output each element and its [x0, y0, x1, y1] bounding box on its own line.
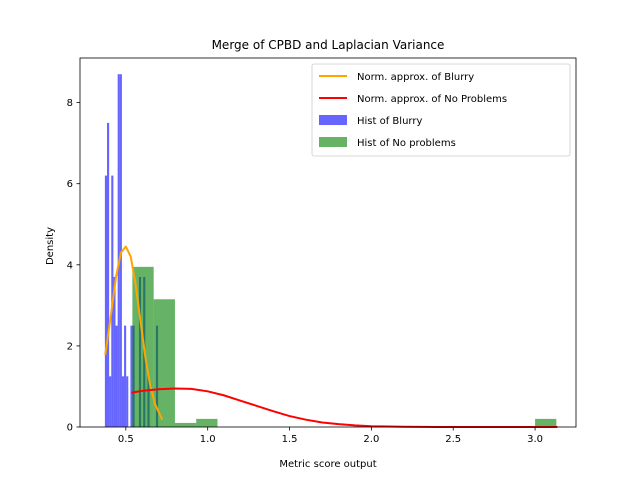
chart-title: Merge of CPBD and Laplacian Variance — [212, 38, 445, 52]
y-tick-label-1: 2 — [67, 341, 73, 352]
x-axis: 0.5 1.0 1.5 2.0 2.5 3.0 — [118, 427, 543, 445]
hist-bar-2-6 — [117, 74, 120, 427]
x-tick-label-1: 1.0 — [200, 434, 216, 445]
x-tick-label-2: 1.5 — [282, 434, 298, 445]
hist-bar-2-1 — [107, 122, 110, 427]
legend-swatch-3 — [319, 137, 347, 147]
legend: Norm. approx. of Blurry Norm. approx. of … — [311, 63, 571, 157]
x-tick-label-3: 2.0 — [363, 434, 379, 445]
hist-bar-3-1 — [153, 299, 175, 427]
legend-label-0: Norm. approx. of Blurry — [357, 72, 474, 83]
hist-bar-2-2 — [109, 376, 112, 427]
hist-bar-3-2 — [174, 422, 197, 427]
hist-bar-3-4 — [535, 418, 557, 427]
hist-bar-3-3 — [196, 418, 218, 427]
y-axis: 0 2 4 6 8 — [67, 98, 80, 434]
legend-swatch-2 — [319, 115, 347, 125]
plot-frame — [79, 57, 577, 428]
legend-label-1: Norm. approx. of No Problems — [357, 94, 507, 105]
hist-bar-2-9 — [124, 325, 127, 427]
hist-bar-2-5 — [115, 325, 118, 427]
plot-area — [104, 74, 558, 428]
hist-bar-2-0 — [104, 175, 108, 427]
x-axis-label: Metric score output — [279, 459, 376, 470]
x-tick-label-0: 0.5 — [118, 434, 134, 445]
legend-label-3: Hist of No problems — [357, 138, 456, 149]
legend-box — [311, 63, 571, 157]
hist-bar-2-4 — [113, 276, 116, 427]
y-tick-label-2: 4 — [67, 260, 73, 271]
y-tick-label-0: 0 — [67, 423, 73, 434]
x-tick-label-5: 3.0 — [527, 434, 543, 445]
hist-bar-2-10 — [126, 376, 129, 427]
x-tick-label-4: 2.5 — [445, 434, 461, 445]
y-axis-label: Density — [45, 227, 56, 265]
y-tick-label-3: 6 — [67, 179, 73, 190]
hist-bar-2-11 — [130, 325, 133, 427]
legend-label-2: Hist of Blurry — [357, 116, 422, 127]
hist-bar-2-8 — [121, 376, 125, 427]
y-tick-label-4: 8 — [67, 98, 73, 109]
hist-bar-2-7 — [119, 74, 122, 427]
